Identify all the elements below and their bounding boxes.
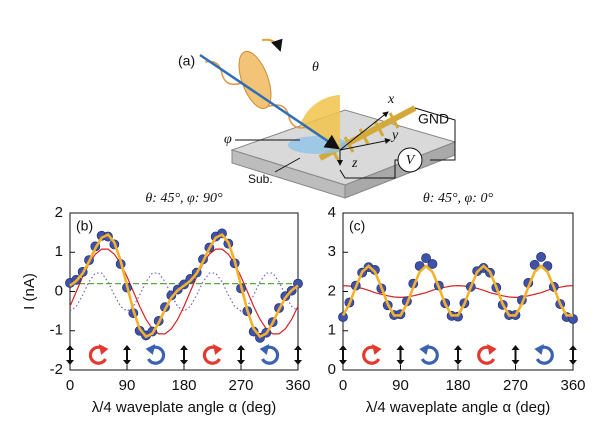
x-label: x: [387, 92, 395, 107]
circular-icon: [533, 343, 554, 365]
theta-label: θ: [312, 60, 319, 75]
y-tick-label: 2: [55, 204, 63, 221]
data-point: [421, 253, 431, 264]
data-point: [529, 259, 540, 270]
x-axis-label: λ/4 waveplate angle α (deg): [92, 399, 277, 416]
circular-icon: [362, 343, 383, 365]
schematic: (a) θ x GND y φ z V Sub.: [178, 38, 457, 199]
x-tick-label: 360: [285, 377, 310, 394]
z-label: z: [351, 156, 358, 171]
data-point: [536, 252, 546, 262]
polarization-icons: [65, 343, 578, 366]
light-beam: [199, 53, 341, 150]
meter-label: V: [406, 153, 416, 168]
series-line: [69, 232, 299, 339]
linear-icon: [510, 344, 521, 366]
series-line: [342, 285, 574, 298]
voltmeter: [397, 147, 423, 173]
y-tick-label: 4: [328, 204, 336, 221]
x-tick-label: 0: [339, 377, 347, 394]
x-tick-label: 180: [445, 377, 470, 394]
linear-icon: [453, 344, 463, 366]
y-axis: [339, 138, 391, 151]
panel-label: (c): [349, 218, 365, 234]
x-tick-label: 90: [392, 377, 409, 394]
circular-icon: [144, 343, 166, 365]
circular-icon: [418, 343, 439, 365]
x-tick-label: 90: [119, 377, 136, 394]
wire: [414, 107, 456, 161]
circular-icon: [258, 343, 280, 365]
x-axis-label: λ/4 waveplate angle α (deg): [366, 399, 551, 416]
panel-label: (b): [76, 218, 93, 234]
y-tick-label: -2: [50, 361, 63, 378]
y-tick-label: 1: [55, 243, 63, 260]
linear-icon: [122, 344, 132, 366]
x-axis: [339, 111, 389, 151]
linear-icon: [395, 344, 406, 366]
y-tick-label: 0: [55, 282, 63, 299]
chart-title: θ: 45°, φ: 90°: [145, 191, 223, 206]
x-tick-label: 180: [171, 377, 196, 394]
phi-label: φ: [224, 132, 232, 147]
chart: -2 -1 0 1 2 0 90 180 270 360 θ: 45°, φ: 90° (b) λ/4 …: [21, 191, 311, 416]
y-tick-label: 1: [328, 322, 336, 339]
gnd-label: GND: [418, 111, 449, 127]
circular-icon: [477, 343, 498, 365]
electrode-fingers: [328, 112, 400, 161]
y-tick-label: -1: [50, 322, 63, 339]
chart-title: θ: 45°, φ: 0°: [423, 191, 494, 206]
circular-icon: [88, 343, 110, 365]
x-tick-label: 360: [560, 377, 585, 394]
y-label: y: [390, 128, 399, 143]
linear-icon: [236, 344, 246, 366]
wire: [339, 159, 398, 179]
x-tick-label: 270: [503, 377, 528, 394]
substrate-label: Sub.: [248, 172, 273, 186]
circular-icon: [202, 343, 224, 365]
data-point: [338, 312, 348, 322]
data-point: [427, 259, 438, 269]
y-axis-label: I (nA): [21, 273, 38, 310]
panel-label: (a): [178, 53, 195, 69]
x-tick-label: 0: [66, 377, 74, 394]
y-tick-label: 2: [328, 282, 336, 299]
x-tick-label: 270: [228, 377, 253, 394]
series-line: [341, 264, 573, 317]
chart: 0 1 2 3 4 0 90 180 270 360 θ: 45°, φ: 0° (c) λ/4 wav…: [328, 191, 586, 416]
y-tick-label: 3: [328, 243, 336, 260]
series-line: [69, 272, 299, 312]
rotation-arrow: [261, 38, 283, 52]
linear-icon: [179, 344, 189, 366]
series-line: [69, 248, 299, 335]
y-tick-label: 0: [328, 361, 336, 378]
sub-leader: [274, 157, 301, 173]
